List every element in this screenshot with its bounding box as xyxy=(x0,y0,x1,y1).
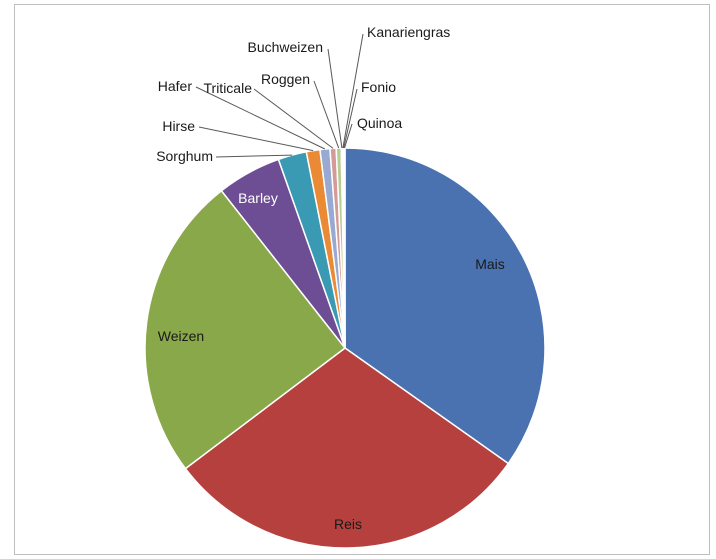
slice-label-mais: Mais xyxy=(475,256,505,272)
pie-slice-mais xyxy=(344,147,546,465)
slice-label-quinoa: Quinoa xyxy=(357,115,402,131)
slice-label-sorghum: Sorghum xyxy=(156,148,213,164)
slice-label-kanariengras: Kanariengras xyxy=(367,24,450,40)
leader-line-hirse xyxy=(198,126,314,152)
leader-line-hafer xyxy=(195,86,326,150)
pie-slice-weizen xyxy=(144,189,347,470)
slice-label-hafer: Hafer xyxy=(158,78,193,94)
leader-line-buchweizen xyxy=(327,48,343,149)
slice-label-triticale: Triticale xyxy=(204,80,253,96)
pie-slice-reis xyxy=(184,347,510,549)
leader-line-sorghum xyxy=(215,154,293,158)
slice-label-reis: Reis xyxy=(334,516,362,532)
slice-label-weizen: Weizen xyxy=(158,328,204,344)
slice-label-barley: Barley xyxy=(238,190,278,206)
pie-slice-quinoa xyxy=(343,147,346,349)
leader-line-triticale xyxy=(253,88,334,149)
slice-label-roggen: Roggen xyxy=(261,71,310,87)
slice-label-fonio: Fonio xyxy=(361,79,396,95)
leader-line-kanariengras xyxy=(342,33,364,149)
leader-line-fonio xyxy=(343,88,358,149)
leader-line-quinoa xyxy=(344,123,353,149)
slice-label-buchweizen: Buchweizen xyxy=(248,39,324,55)
leader-line-roggen xyxy=(313,80,340,149)
slice-label-hirse: Hirse xyxy=(162,118,195,134)
